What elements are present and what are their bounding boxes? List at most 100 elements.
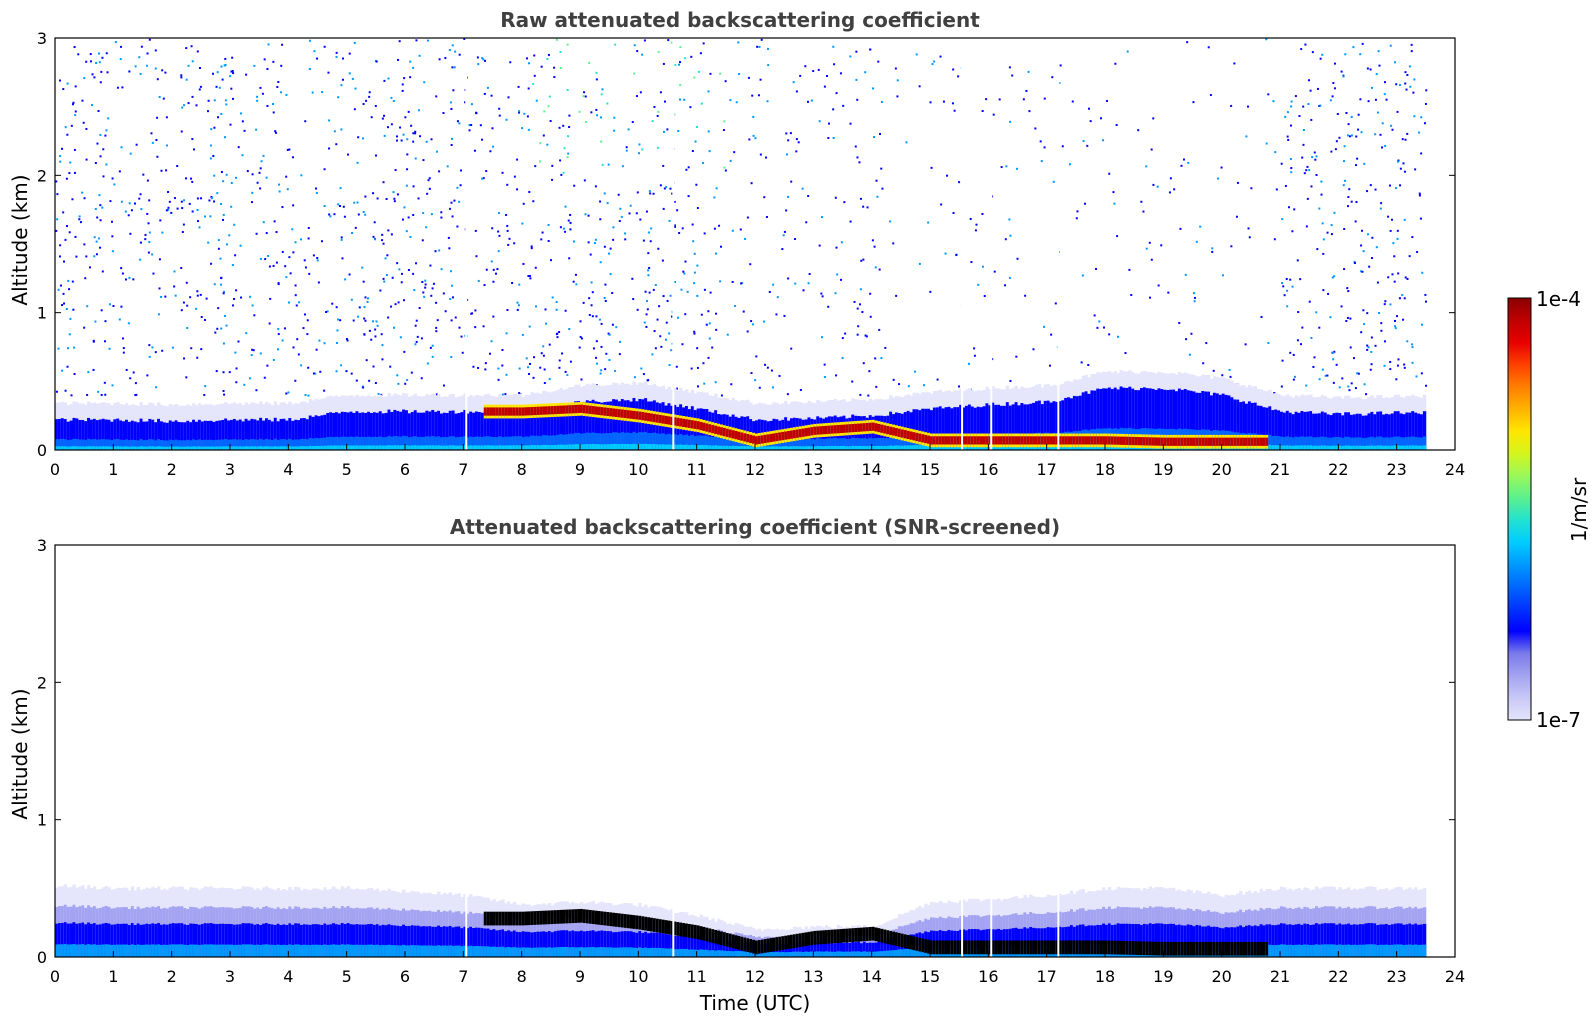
- layer-cell: [1396, 445, 1400, 450]
- noise-speckle: [402, 299, 405, 302]
- noise-speckle: [79, 221, 82, 224]
- noise-speckle: [823, 85, 826, 88]
- layer-cell: [297, 439, 301, 450]
- noise-speckle: [1286, 135, 1289, 138]
- noise-speckle: [208, 199, 211, 202]
- layer-cell: [250, 923, 254, 957]
- layer-cell: [696, 435, 700, 450]
- noise-speckle: [1363, 162, 1366, 165]
- noise-speckle: [600, 93, 603, 96]
- peak-core-cell: [588, 405, 593, 414]
- layer-cell: [466, 437, 470, 450]
- noise-speckle: [66, 82, 69, 85]
- layer-cell: [967, 444, 972, 450]
- layer-cell: [1227, 395, 1231, 450]
- noise-speckle: [1396, 364, 1399, 367]
- noise-speckle: [856, 307, 859, 310]
- noise-speckle: [1350, 116, 1353, 119]
- layer-cell: [801, 439, 805, 450]
- layer-cell: [285, 446, 289, 450]
- layer-cell: [250, 418, 254, 450]
- peak-core-cell: [501, 407, 505, 416]
- noise-speckle: [849, 55, 852, 58]
- noise-speckle: [130, 209, 133, 212]
- layer-cell: [1393, 411, 1398, 450]
- noise-speckle: [637, 152, 640, 155]
- layer-cell: [775, 446, 779, 450]
- noise-speckle: [1376, 281, 1379, 284]
- noise-speckle: [598, 318, 601, 321]
- noise-speckle: [695, 126, 698, 129]
- noise-speckle: [335, 51, 338, 54]
- layer-cell: [1422, 411, 1427, 450]
- noise-speckle: [418, 54, 421, 57]
- peak-core-cell: [1227, 437, 1231, 446]
- noise-speckle: [702, 42, 705, 45]
- noise-speckle: [589, 253, 592, 256]
- noise-speckle: [342, 205, 345, 208]
- noise-speckle: [533, 54, 536, 57]
- layer-cell: [1215, 393, 1220, 450]
- layer-cell: [262, 420, 266, 450]
- layer-cell: [320, 445, 324, 450]
- layer-cell: [311, 416, 315, 450]
- noise-speckle: [582, 95, 585, 98]
- noise-speckle: [1347, 205, 1350, 208]
- noise-speckle: [1310, 118, 1313, 121]
- noise-speckle: [164, 71, 167, 74]
- layer-cell: [1329, 445, 1333, 450]
- peak-core-cell: [1233, 437, 1237, 446]
- noise-speckle: [108, 347, 111, 350]
- noise-speckle: [867, 394, 870, 397]
- peak-core-cell: [693, 420, 698, 429]
- noise-speckle: [222, 290, 225, 293]
- peak-core-cell: [833, 425, 838, 434]
- peak-core-cell: [892, 427, 896, 436]
- noise-speckle: [544, 308, 547, 311]
- noise-speckle: [139, 193, 142, 196]
- layer-cell: [469, 411, 473, 450]
- noise-speckle: [68, 231, 71, 234]
- noise-speckle: [719, 245, 722, 248]
- layer-cell: [1221, 393, 1225, 450]
- layer-cell: [148, 418, 152, 450]
- peak-core-cell: [918, 433, 922, 442]
- layer-cell: [489, 436, 493, 450]
- noise-speckle: [370, 338, 373, 341]
- layer-cell: [267, 944, 272, 957]
- noise-speckle: [1005, 165, 1008, 168]
- noise-speckle: [1389, 303, 1392, 306]
- noise-speckle: [618, 353, 621, 356]
- layer-cell: [195, 421, 199, 450]
- layer-cell: [218, 446, 222, 450]
- raw-noise-speckles: [55, 38, 1428, 397]
- noise-speckle: [225, 324, 228, 327]
- layer-cell: [717, 445, 721, 450]
- layer-cell: [221, 923, 225, 957]
- noise-speckle: [210, 262, 213, 265]
- layer-cell: [235, 944, 240, 957]
- layer-cell: [262, 944, 266, 957]
- noise-speckle: [161, 231, 164, 234]
- noise-speckle: [1076, 210, 1079, 213]
- layer-cell: [1420, 437, 1424, 450]
- layer-cell: [440, 945, 444, 957]
- layer-cell: [209, 420, 213, 450]
- noise-speckle: [167, 191, 170, 194]
- layer-cell: [314, 944, 318, 957]
- noise-speckle: [498, 107, 501, 110]
- noise-speckle: [542, 134, 545, 137]
- noise-speckle: [1112, 191, 1115, 194]
- layer-cell: [652, 444, 657, 450]
- noise-speckle: [940, 203, 943, 206]
- layer-cell: [877, 445, 881, 450]
- noise-speckle: [64, 126, 67, 129]
- peak-core-cell: [860, 423, 864, 432]
- noise-speckle: [104, 393, 107, 396]
- noise-speckle: [528, 274, 531, 277]
- noise-speckle: [647, 269, 650, 272]
- layer-cell: [848, 438, 852, 450]
- noise-speckle: [1319, 57, 1322, 60]
- layer-cell: [539, 410, 543, 450]
- noise-speckle: [190, 347, 193, 350]
